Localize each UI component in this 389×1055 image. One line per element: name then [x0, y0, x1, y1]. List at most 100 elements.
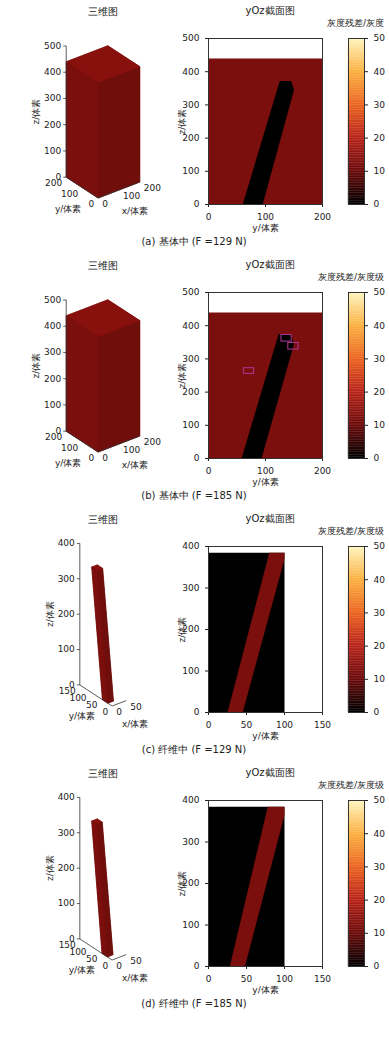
svg-text:50: 50 — [86, 954, 98, 964]
svg-text:40: 40 — [374, 829, 386, 839]
svg-text:100: 100 — [58, 644, 75, 654]
svg-text:100: 100 — [44, 400, 61, 410]
svg-text:100: 100 — [123, 191, 140, 201]
svg-text:400: 400 — [182, 795, 199, 805]
svg-text:y/体素: y/体素 — [252, 223, 278, 233]
svg-text:200: 200 — [144, 437, 161, 447]
svg-text:0: 0 — [88, 199, 94, 209]
svg-text:0: 0 — [102, 707, 108, 717]
svg-text:z/体素: z/体素 — [45, 855, 55, 881]
svg-text:50: 50 — [374, 33, 386, 43]
svg-text:300: 300 — [182, 837, 199, 847]
svg-text:100: 100 — [58, 898, 75, 908]
svg-text:x/体素: x/体素 — [122, 206, 148, 216]
svg-text:三维图: 三维图 — [88, 6, 118, 17]
svg-text:0: 0 — [116, 707, 122, 717]
svg-text:300: 300 — [182, 583, 199, 593]
svg-text:z/体素: z/体素 — [177, 363, 187, 389]
svg-text:300: 300 — [44, 347, 61, 357]
svg-text:300: 300 — [44, 93, 61, 103]
svg-text:400: 400 — [182, 67, 199, 77]
svg-text:50: 50 — [130, 702, 142, 712]
svg-text:y/体素: y/体素 — [55, 458, 81, 468]
svg-text:10: 10 — [374, 674, 386, 684]
svg-text:10: 10 — [374, 166, 386, 176]
svg-text:三维图: 三维图 — [88, 768, 118, 779]
svg-text:20: 20 — [374, 133, 386, 143]
svg-text:30: 30 — [374, 862, 386, 872]
svg-text:10: 10 — [374, 420, 386, 430]
svg-text:200: 200 — [314, 212, 331, 222]
svg-text:z/体素: z/体素 — [177, 109, 187, 135]
svg-text:50: 50 — [130, 956, 142, 966]
svg-text:0: 0 — [206, 720, 212, 730]
svg-text:y/体素: y/体素 — [252, 731, 278, 741]
svg-text:100: 100 — [182, 420, 199, 430]
svg-text:x/体素: x/体素 — [122, 719, 148, 729]
svg-text:40: 40 — [374, 67, 386, 77]
svg-text:100: 100 — [61, 189, 78, 199]
svg-text:500: 500 — [182, 287, 199, 297]
svg-text:200: 200 — [58, 863, 75, 873]
svg-text:y/体素: y/体素 — [252, 477, 278, 487]
svg-text:150: 150 — [59, 686, 76, 696]
svg-text:100: 100 — [182, 920, 199, 930]
svg-text:50: 50 — [86, 700, 98, 710]
svg-text:400: 400 — [58, 538, 75, 548]
svg-text:z/体素: z/体素 — [45, 601, 55, 627]
svg-text:200: 200 — [45, 432, 62, 442]
svg-text:500: 500 — [182, 33, 199, 43]
svg-text:20: 20 — [374, 387, 386, 397]
svg-text:30: 30 — [374, 100, 386, 110]
svg-text:y/体素: y/体素 — [69, 965, 95, 975]
svg-text:150: 150 — [314, 974, 331, 984]
svg-text:0: 0 — [374, 961, 380, 971]
svg-text:0: 0 — [102, 199, 108, 209]
svg-text:100: 100 — [182, 166, 199, 176]
svg-text:400: 400 — [182, 541, 199, 551]
svg-text:300: 300 — [182, 100, 199, 110]
svg-text:z/体素: z/体素 — [177, 617, 187, 643]
svg-text:400: 400 — [44, 321, 61, 331]
svg-text:y/体素: y/体素 — [69, 711, 95, 721]
svg-text:z/体素: z/体素 — [177, 871, 187, 897]
svg-text:200: 200 — [314, 466, 331, 476]
svg-text:x/体素: x/体素 — [122, 460, 148, 470]
svg-text:100: 100 — [276, 974, 293, 984]
svg-text:200: 200 — [144, 183, 161, 193]
svg-text:三维图: 三维图 — [88, 514, 118, 525]
svg-text:0: 0 — [88, 453, 94, 463]
svg-text:50: 50 — [241, 720, 253, 730]
svg-text:400: 400 — [58, 792, 75, 802]
svg-text:100: 100 — [123, 445, 140, 455]
svg-text:0: 0 — [374, 453, 380, 463]
svg-text:300: 300 — [58, 574, 75, 584]
svg-text:0: 0 — [206, 212, 212, 222]
svg-text:0: 0 — [194, 453, 200, 463]
svg-text:0: 0 — [194, 961, 200, 971]
svg-text:0: 0 — [194, 199, 200, 209]
svg-text:z/体素: z/体素 — [31, 99, 41, 125]
svg-text:200: 200 — [44, 374, 61, 384]
svg-text:100: 100 — [257, 212, 274, 222]
svg-text:30: 30 — [374, 354, 386, 364]
svg-text:y/体素: y/体素 — [252, 985, 278, 995]
svg-text:400: 400 — [182, 321, 199, 331]
svg-text:z/体素: z/体素 — [31, 353, 41, 379]
svg-text:300: 300 — [58, 828, 75, 838]
svg-text:500: 500 — [44, 295, 61, 305]
svg-text:100: 100 — [257, 466, 274, 476]
svg-text:40: 40 — [374, 575, 386, 585]
svg-text:50: 50 — [241, 974, 253, 984]
svg-text:200: 200 — [44, 120, 61, 130]
svg-text:10: 10 — [374, 928, 386, 938]
svg-text:x/体素: x/体素 — [122, 973, 148, 983]
svg-text:200: 200 — [58, 609, 75, 619]
svg-text:40: 40 — [374, 321, 386, 331]
svg-text:150: 150 — [59, 940, 76, 950]
svg-text:400: 400 — [44, 67, 61, 77]
svg-text:100: 100 — [276, 720, 293, 730]
svg-text:300: 300 — [182, 354, 199, 364]
svg-text:0: 0 — [116, 961, 122, 971]
svg-text:0: 0 — [206, 466, 212, 476]
